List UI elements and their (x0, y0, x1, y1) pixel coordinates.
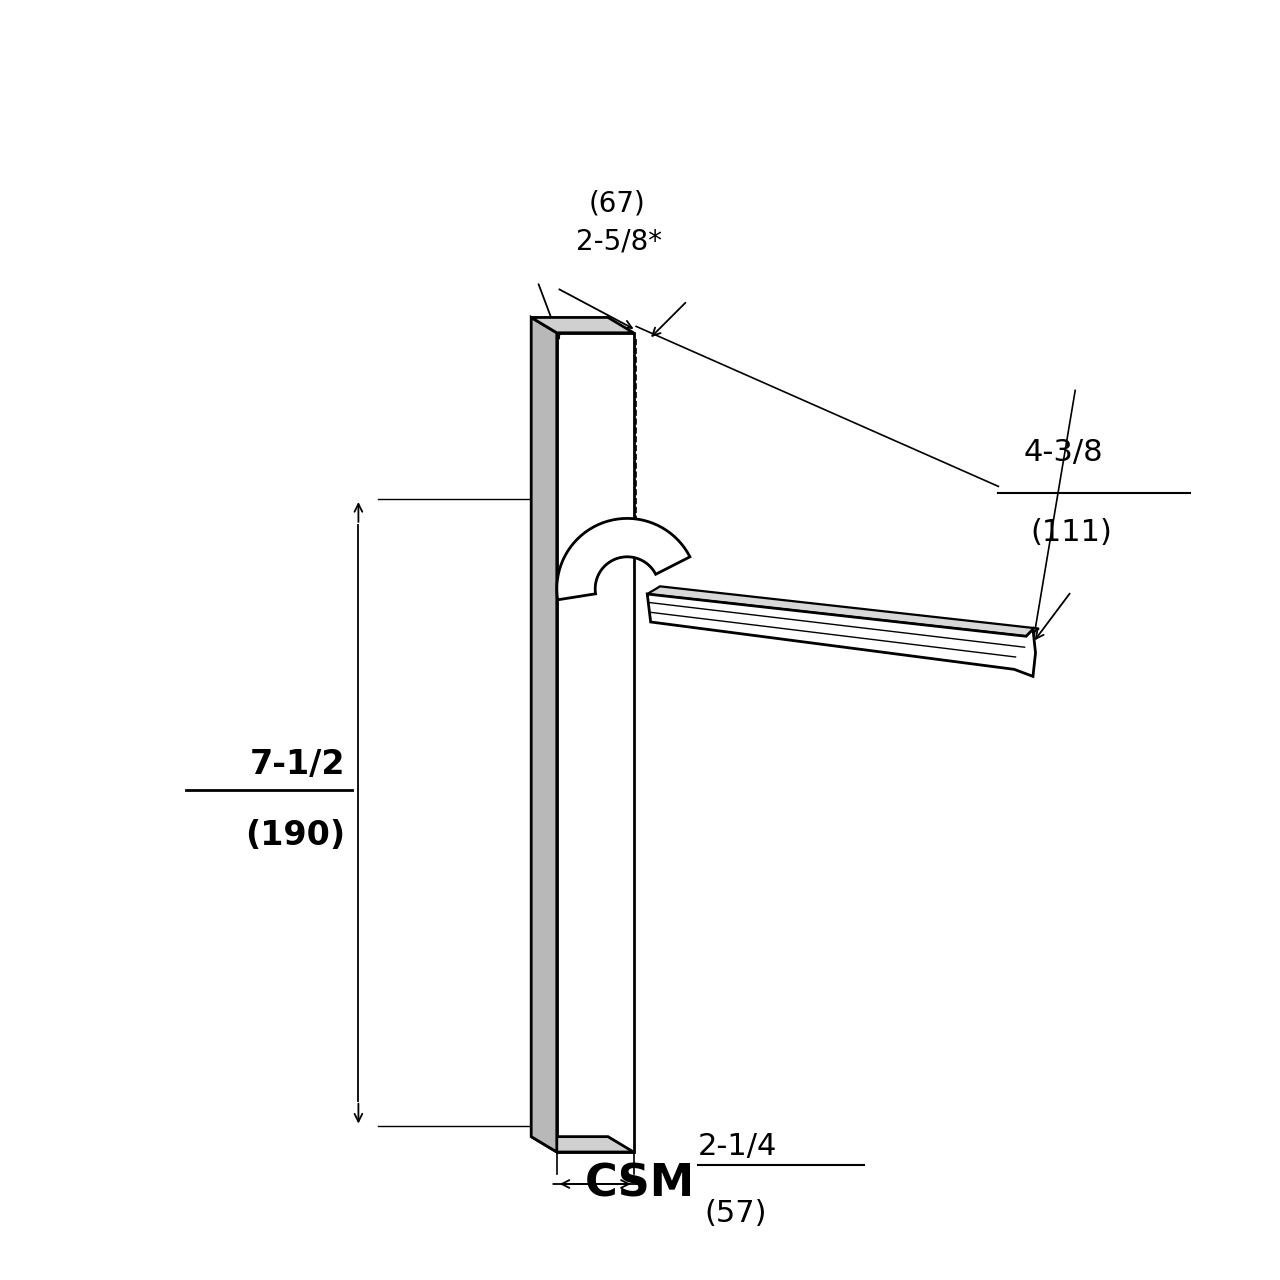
Text: (190): (190) (246, 819, 346, 852)
Polygon shape (531, 1137, 634, 1152)
Text: (57): (57) (704, 1199, 767, 1229)
Text: 2-1/4: 2-1/4 (698, 1132, 777, 1161)
Polygon shape (531, 317, 557, 1152)
Polygon shape (557, 518, 690, 600)
Text: 7-1/2: 7-1/2 (250, 748, 346, 781)
Text: 4-3/8: 4-3/8 (1024, 438, 1103, 467)
Text: CSM: CSM (585, 1162, 695, 1206)
Polygon shape (648, 594, 1036, 676)
Text: (67): (67) (589, 189, 645, 218)
Polygon shape (557, 333, 634, 1152)
Text: (111): (111) (1030, 518, 1112, 548)
Text: 2-5/8*: 2-5/8* (576, 228, 662, 256)
Polygon shape (531, 317, 634, 333)
Polygon shape (648, 586, 1039, 636)
